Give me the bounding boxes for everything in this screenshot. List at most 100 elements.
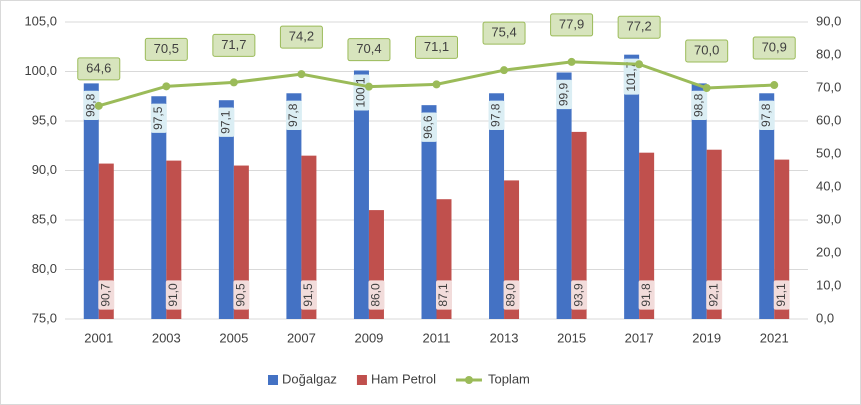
data-label: 96,6 xyxy=(421,112,437,142)
y2-tick-label: 80,0 xyxy=(816,46,841,61)
data-label-text: 91,5 xyxy=(301,283,315,307)
data-label-text: 98,8 xyxy=(691,93,705,117)
bar xyxy=(218,100,234,320)
bar xyxy=(286,93,302,319)
data-label: 70,5 xyxy=(154,41,179,56)
line-marker xyxy=(432,80,441,89)
y-tick-label: 75,0 xyxy=(32,310,57,325)
y2-tick-label: 0,0 xyxy=(816,310,834,325)
y2-tick-label: 50,0 xyxy=(816,145,841,160)
data-label: 97,8 xyxy=(758,100,775,130)
data-label-text: 90,5 xyxy=(234,283,248,307)
data-label-box xyxy=(77,57,121,81)
y2-tick-label: 40,0 xyxy=(816,178,841,193)
data-label-box xyxy=(98,280,115,310)
bar xyxy=(639,152,655,319)
data-label-box xyxy=(415,35,458,59)
y2-tick-label: 90,0 xyxy=(816,13,841,28)
x-tick-label: 2021 xyxy=(760,330,789,345)
data-label: 70,0 xyxy=(694,42,719,57)
data-label-text: 99,9 xyxy=(556,82,570,106)
x-tick-label: 2003 xyxy=(152,330,181,345)
data-label-text: 91,1 xyxy=(774,283,788,307)
bar xyxy=(691,83,707,319)
data-label-text: 87,1 xyxy=(436,283,450,307)
data-label-box xyxy=(150,103,167,133)
legend-swatch xyxy=(268,375,278,385)
data-label: 70,4 xyxy=(356,41,381,56)
data-label-text: 96,6 xyxy=(421,115,435,139)
line-marker xyxy=(702,84,711,92)
bar xyxy=(489,93,505,319)
data-label-box xyxy=(617,15,661,39)
data-label-text: 101,7 xyxy=(624,61,638,91)
data-label-box xyxy=(285,100,302,130)
data-label-box xyxy=(144,37,188,61)
line-marker xyxy=(567,57,576,66)
bar xyxy=(571,131,587,319)
data-label: 97,5 xyxy=(150,103,167,133)
x-tick-label: 2011 xyxy=(423,330,451,345)
bar xyxy=(151,96,167,319)
bar xyxy=(301,155,317,319)
legend-label: Doğalgaz xyxy=(282,371,337,386)
bar xyxy=(421,105,437,319)
data-label-box xyxy=(691,90,708,121)
data-label: 97,8 xyxy=(285,100,302,130)
data-label: 92,1 xyxy=(706,280,723,310)
data-label-text: 100,1 xyxy=(354,77,368,107)
data-label: 98,8 xyxy=(691,90,708,121)
bar xyxy=(83,83,99,319)
data-label-box xyxy=(218,107,235,137)
data-label-box xyxy=(758,100,775,130)
data-label-box xyxy=(421,112,437,142)
data-label-box xyxy=(347,38,391,62)
data-label: 91,0 xyxy=(165,280,182,310)
x-tick-label: 2001 xyxy=(84,330,113,345)
data-label: 91,8 xyxy=(638,280,655,310)
data-label: 98,8 xyxy=(83,90,100,121)
x-tick-label: 2019 xyxy=(692,330,721,345)
y-tick-label: 100,0 xyxy=(24,63,57,78)
x-tick-label: 2007 xyxy=(287,330,316,345)
data-label: 87,1 xyxy=(436,280,452,310)
data-label-text: 97,8 xyxy=(489,103,503,127)
line-marker xyxy=(297,70,306,79)
data-label-box xyxy=(706,280,723,310)
data-label-text: 92,1 xyxy=(706,283,720,307)
legend-label: Toplam xyxy=(488,371,530,386)
legend-label: Ham Petrol xyxy=(371,371,436,386)
line-marker xyxy=(770,81,779,90)
y-tick-label: 95,0 xyxy=(32,112,57,127)
y2-tick-label: 20,0 xyxy=(816,244,841,259)
data-label-text: 89,0 xyxy=(504,283,518,307)
data-label-box xyxy=(233,280,250,310)
line-marker xyxy=(500,66,509,75)
data-label-box xyxy=(482,21,526,45)
data-label: 99,9 xyxy=(556,79,573,110)
data-label-text: 90,7 xyxy=(98,283,112,307)
line-marker xyxy=(229,78,238,87)
data-label-text: 97,1 xyxy=(219,110,233,134)
data-label: 77,9 xyxy=(559,16,584,31)
data-label: 91,5 xyxy=(300,280,317,310)
legend-swatch xyxy=(464,376,473,384)
data-label-text: 91,0 xyxy=(166,283,180,307)
data-label-box xyxy=(638,280,655,310)
data-label: 64,6 xyxy=(86,60,111,75)
bar xyxy=(166,160,182,319)
bar xyxy=(759,93,775,319)
data-label-box xyxy=(685,39,729,63)
data-label-box xyxy=(503,280,520,310)
data-label: 93,9 xyxy=(571,280,588,310)
data-label-box xyxy=(279,25,323,49)
x-tick-label: 2005 xyxy=(219,330,248,345)
y2-tick-label: 10,0 xyxy=(816,277,841,292)
data-label-box xyxy=(556,79,573,110)
line-marker xyxy=(364,82,373,91)
data-label-box xyxy=(488,100,505,130)
data-label-text: 97,8 xyxy=(286,103,300,127)
y2-tick-label: 60,0 xyxy=(816,112,841,127)
line-marker xyxy=(162,82,171,91)
